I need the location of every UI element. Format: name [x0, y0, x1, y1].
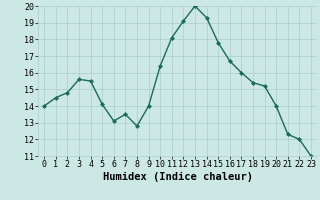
- X-axis label: Humidex (Indice chaleur): Humidex (Indice chaleur): [103, 172, 252, 182]
